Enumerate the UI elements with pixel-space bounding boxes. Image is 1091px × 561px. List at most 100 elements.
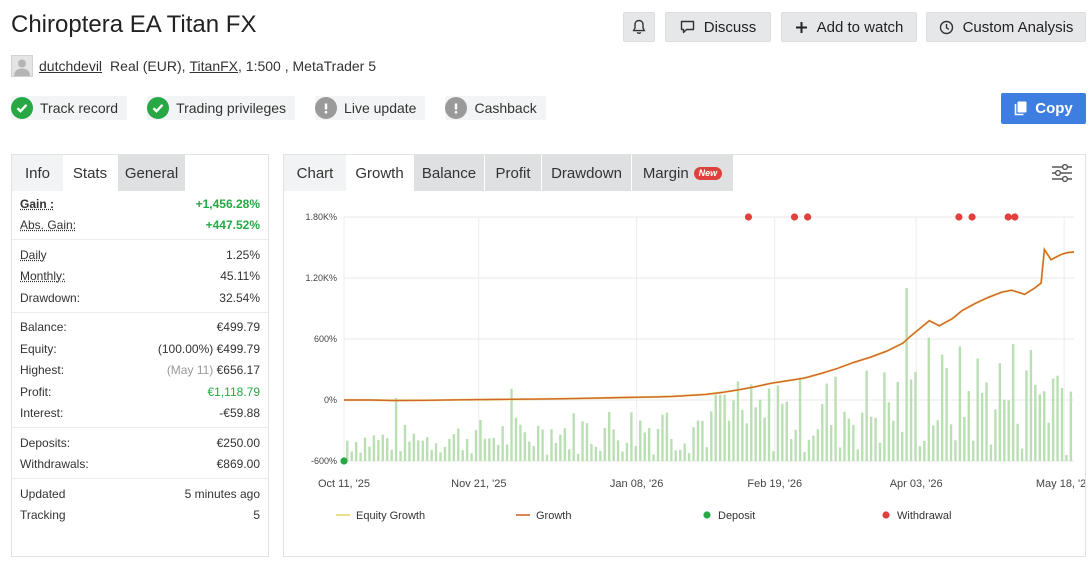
withdrawal-marker [744,213,753,221]
stat-row-equity: Equity: (100.00%) €499.79 [20,338,260,360]
daily-bar [856,449,859,461]
daily-bar [452,434,456,461]
withdrawal-marker [804,213,812,221]
page-title: Chiroptera EA Titan FX [11,11,257,38]
y-tick-label: 1.20K% [305,273,337,283]
daily-bar [417,440,420,461]
stat-value: -€59.88 [219,406,260,421]
account-details: , 1:500 , MetaTrader 5 [238,58,377,74]
daily-bar [590,443,593,461]
tab-margin-label: Margin [642,164,689,182]
tab-chart[interactable]: Chart [284,155,346,191]
stat-row-updated: Updated 5 minutes ago [20,483,260,505]
daily-bar [1034,384,1037,461]
daily-bar [936,420,939,461]
daily-bar [985,382,988,461]
x-tick-label: Apr 03, '26 [890,478,943,490]
badge-label: Track record [40,100,119,116]
daily-bar [408,441,411,461]
stat-value: 5 minutes ago [184,486,260,501]
daily-bar [745,423,749,461]
x-tick-label: Oct 11, '25 [318,478,370,490]
daily-bar [679,449,682,461]
stat-value: €250.00 [216,435,260,450]
daily-bar [892,420,895,461]
daily-bar [346,440,349,461]
daily-bar [758,399,762,461]
daily-bar [887,402,891,461]
daily-bar [829,425,833,461]
notification-button[interactable] [623,12,655,42]
tab-balance[interactable]: Balance [413,155,484,191]
daily-bar [727,420,731,461]
rates-group: Daily 1.25% Monthly: 45.11% Drawdown: 32.54… [12,240,268,313]
custom-analysis-button[interactable]: Custom Analysis [926,12,1086,42]
tab-growth[interactable]: Growth [346,155,413,191]
bell-icon [632,19,646,34]
daily-bar [909,379,913,461]
daily-bar [847,418,851,461]
stat-row-balance: Balance: €499.79 [20,317,260,339]
daily-bar [878,442,882,461]
deposit-marker [340,457,348,465]
plus-icon [795,21,807,33]
broker-link[interactable]: TitanFX [189,58,239,74]
daily-bar [954,440,957,461]
stat-label[interactable]: Gain : [20,196,55,211]
daily-bar [625,442,629,461]
daily-bar [656,428,660,461]
daily-bar [852,424,855,461]
new-badge: New [693,166,723,180]
daily-bar [754,407,757,461]
daily-bar [448,438,451,461]
daily-bar [594,446,598,461]
daily-bar [599,450,602,461]
stat-label: Highest: [20,363,65,378]
daily-bar [803,452,806,461]
daily-bar [750,384,753,461]
tab-stats[interactable]: Stats [63,155,117,191]
daily-bar [461,450,464,461]
user-link[interactable]: dutchdevil [39,58,103,74]
stat-label: Tracking [20,508,66,523]
discuss-label: Discuss [703,18,757,36]
stat-row-highest: Highest: (May 11) €656.17 [20,360,260,382]
discuss-button[interactable]: Discuss [665,12,771,42]
daily-bar [368,446,371,461]
legend-swatch [703,511,711,519]
tab-margin[interactable]: Margin New [631,155,733,191]
daily-bar [510,388,513,461]
daily-bar [350,451,353,461]
daily-bar [563,428,567,461]
tab-general[interactable]: General [117,155,185,191]
daily-bar [559,434,562,461]
chart-settings-button[interactable] [1051,163,1073,188]
x-tick-label: Jan 08, '26 [610,478,663,490]
equity-percent: (100.00%) [157,341,214,356]
stats-panel: Info Stats General Gain : +1,456.28% Abs.… [11,154,269,557]
stat-label[interactable]: Daily [20,247,47,262]
add-to-watch-button[interactable]: Add to watch [781,12,917,42]
stat-value: +1,456.28% [195,196,260,211]
stat-label[interactable]: Monthly: [20,269,66,284]
daily-bar [723,394,726,461]
tab-profit[interactable]: Profit [484,155,541,191]
tab-drawdown[interactable]: Drawdown [541,155,631,191]
stat-value: +447.52% [205,218,260,233]
avatar[interactable] [11,55,33,77]
copy-button[interactable]: Copy [1001,93,1086,124]
daily-bar [528,441,531,461]
daily-bar [767,388,771,461]
daily-bar [576,453,580,461]
highest-date: (May 11) [166,363,214,378]
daily-bar [714,394,717,461]
daily-bar [963,416,966,461]
tab-info[interactable]: Info [12,155,63,191]
y-tick-label: 0% [324,395,337,405]
sliders-icon [1052,163,1072,183]
stat-label[interactable]: Abs. Gain: [20,218,77,233]
daily-bar [949,424,953,461]
daily-bar [457,428,460,461]
chart-svg: 1.80K% 1.20K% 600% 0% -600% Oct 11, '25 Nov 21… [305,212,1091,522]
daily-bar [1060,388,1064,461]
